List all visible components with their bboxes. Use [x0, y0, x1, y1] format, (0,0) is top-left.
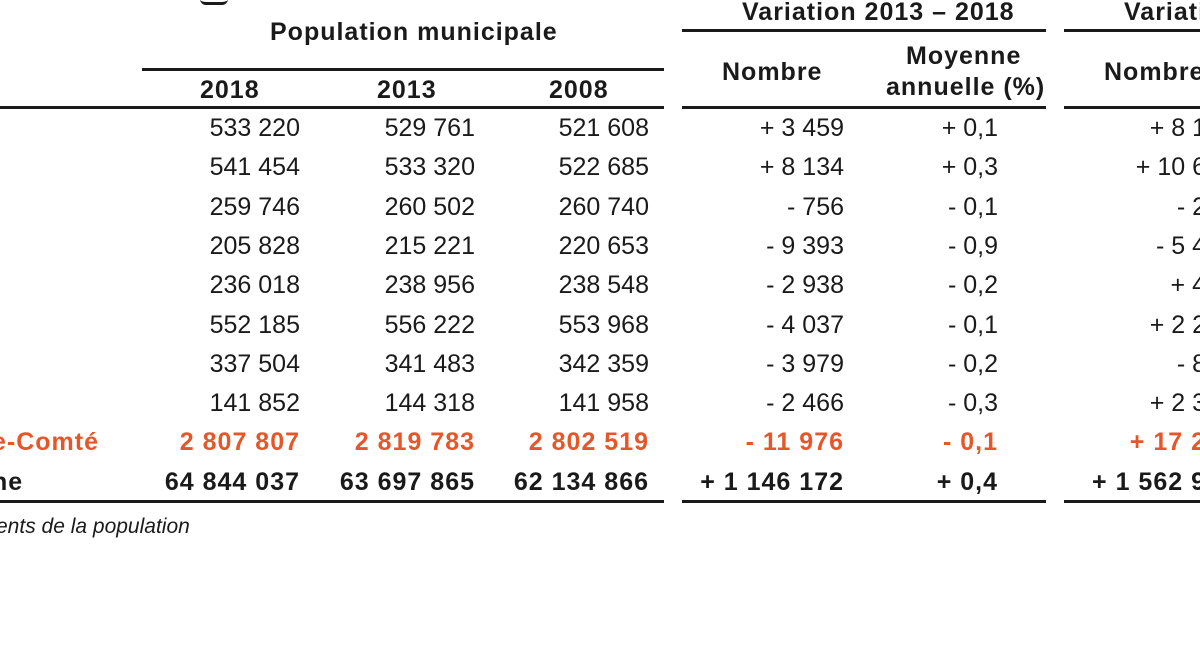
cell-variation-nombre: - 2 938 — [766, 271, 844, 300]
cell-variation-nombre: - 4 037 — [766, 310, 844, 339]
cell-pop-2018: 205 828 — [209, 231, 300, 260]
cell-variation-nombre: + 8 134 — [759, 153, 844, 182]
cell-pop-2008: 260 740 — [558, 192, 649, 221]
cell-pop-2018: 533 220 — [209, 114, 300, 142]
cell-variation2-nombre: + 4 — [1170, 271, 1200, 300]
cell-pop-2013: 260 502 — [384, 192, 475, 221]
cell-variation2-nombre: + 17 2 — [1129, 428, 1200, 457]
cell-variation2-nombre: + 10 6 — [1135, 153, 1200, 182]
cell-pop-2013: 533 320 — [384, 153, 475, 182]
cell-pop-2013: 238 956 — [384, 271, 475, 300]
cell-pop-2013: 556 222 — [384, 310, 475, 339]
cell-variation2-nombre: - 5 4 — [1155, 231, 1200, 260]
table-bottom-rule-mid — [682, 500, 1046, 503]
cell-variation-nombre: + 1 146 172 — [700, 467, 844, 496]
cell-variation-moyenne: - 0,2 — [947, 271, 998, 300]
cell-pop-2013: 215 221 — [384, 231, 475, 260]
cell-pop-2018: 64 844 037 — [164, 467, 300, 496]
cell-pop-2008: 342 359 — [558, 349, 649, 378]
cell-variation2-nombre: + 1 562 9 — [1092, 467, 1200, 496]
cell-variation-nombre: - 3 979 — [766, 349, 844, 378]
cell-variation-moyenne: + 0,4 — [936, 467, 998, 496]
cell-pop-2018: 2 807 807 — [179, 428, 300, 457]
cell-pop-2013: 63 697 865 — [339, 467, 475, 496]
header-bottom-rule-left — [0, 106, 664, 109]
cropped-title-fragment — [200, 0, 228, 5]
cell-variation-nombre: - 756 — [787, 192, 844, 221]
cell-pop-2018: 236 018 — [209, 271, 300, 300]
cell-pop-2008: 2 802 519 — [528, 428, 649, 457]
cell-variation2-nombre: - 2 — [1176, 192, 1200, 221]
cell-variation-moyenne: - 0,9 — [947, 231, 998, 260]
cell-pop-2013: 2 819 783 — [354, 428, 475, 457]
header-moyenne-line2: annuelle (%) — [886, 73, 1046, 101]
cell-variation-nombre: - 2 466 — [766, 389, 844, 418]
cell-variation-moyenne: - 0,1 — [947, 192, 998, 221]
row-label: ne — [0, 467, 24, 496]
cell-pop-2008: 238 548 — [558, 271, 649, 300]
cell-variation-moyenne: - 0,3 — [947, 389, 998, 418]
cell-pop-2018: 141 852 — [209, 389, 300, 418]
header-rule-variation-2 — [1064, 29, 1200, 32]
cell-pop-2008: 141 958 — [558, 389, 649, 418]
cell-pop-2008: 220 653 — [558, 231, 649, 260]
cell-pop-2018: 541 454 — [209, 153, 300, 182]
table-bottom-rule-left — [0, 500, 664, 503]
cell-variation2-nombre: + 2 3 — [1149, 389, 1200, 418]
header-year-2018: 2018 — [200, 76, 260, 104]
cell-variation-nombre: - 11 976 — [745, 428, 844, 457]
cell-pop-2013: 529 761 — [384, 114, 475, 142]
cell-variation-moyenne: - 0,2 — [947, 349, 998, 378]
footnote-source: ents de la population — [0, 515, 190, 538]
cell-variation-moyenne: - 0,1 — [947, 310, 998, 339]
cell-variation2-nombre: + 8 1 — [1149, 114, 1200, 142]
header-bottom-rule-mid — [682, 106, 1046, 109]
cell-pop-2018: 552 185 — [209, 310, 300, 339]
row-label: e-Comté — [0, 428, 100, 457]
cell-pop-2018: 337 504 — [209, 349, 300, 378]
cell-pop-2013: 341 483 — [384, 349, 475, 378]
header-nombre: Nombre — [722, 58, 823, 86]
cell-variation2-nombre: - 8 — [1176, 349, 1200, 378]
header-rule-variation-1 — [682, 29, 1046, 32]
cell-pop-2008: 522 685 — [558, 153, 649, 182]
cell-variation-moyenne: - 0,1 — [942, 428, 998, 457]
cell-pop-2018: 259 746 — [209, 192, 300, 221]
cell-variation2-nombre: + 2 2 — [1149, 310, 1200, 339]
cell-pop-2008: 62 134 866 — [513, 467, 649, 496]
header-variation-2013-2018: Variation 2013 – 2018 — [742, 0, 1015, 26]
cell-variation-nombre: - 9 393 — [766, 231, 844, 260]
cell-variation-nombre: + 3 459 — [759, 114, 844, 142]
header-variation-cropped: Variati — [1124, 0, 1200, 26]
cell-variation-moyenne: + 0,1 — [941, 114, 998, 142]
header-population-municipale: Population municipale — [270, 18, 558, 46]
header-rule-population — [142, 68, 664, 71]
header-year-2013: 2013 — [377, 76, 437, 104]
cell-pop-2013: 144 318 — [384, 389, 475, 418]
cell-variation-moyenne: + 0,3 — [941, 153, 998, 182]
header-moyenne-line1: Moyenne — [906, 42, 1022, 70]
header-bottom-rule-right — [1064, 106, 1200, 109]
cell-pop-2008: 553 968 — [558, 310, 649, 339]
cell-pop-2008: 521 608 — [558, 114, 649, 142]
table-bottom-rule-right — [1064, 500, 1200, 503]
header-nombre-2: Nombre — [1104, 58, 1200, 86]
header-year-2008: 2008 — [549, 76, 609, 104]
